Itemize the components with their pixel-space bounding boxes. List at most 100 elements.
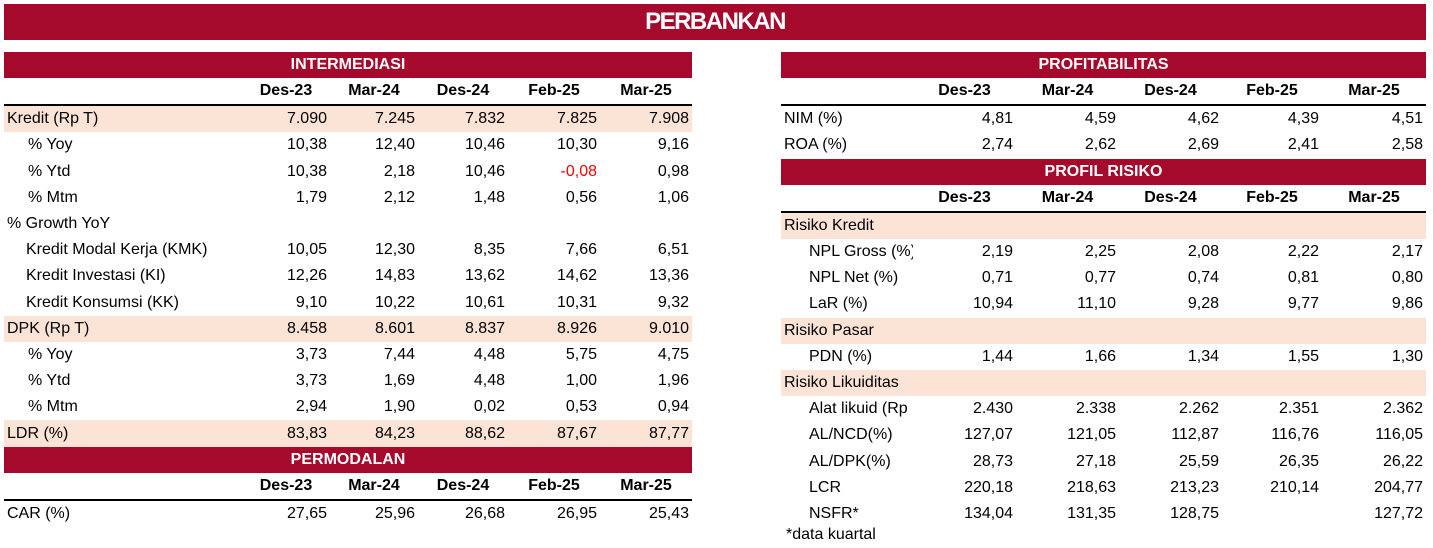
table-row-kredit: Kredit (Rp T) 7.090 7.245 7.832 7.825 7.… bbox=[4, 105, 693, 133]
cell: 1,69 bbox=[383, 372, 415, 390]
cell: 26,95 bbox=[556, 504, 597, 522]
table-row: Kredit Investasi (KI) 12,26 14,83 13,62 … bbox=[4, 263, 692, 289]
cell: 2,18 bbox=[383, 162, 415, 180]
cell: 1,66 bbox=[1084, 347, 1116, 365]
cell: 0,98 bbox=[657, 162, 690, 180]
cell: 112,87 bbox=[1171, 426, 1219, 444]
table-row: PDN (%) 1,44 1,66 1,34 1,55 1,30 bbox=[781, 344, 1426, 370]
cell: 2,12 bbox=[383, 188, 415, 206]
column-header: Des-23 bbox=[242, 78, 330, 107]
row-label: % Mtm bbox=[28, 188, 78, 206]
profitabilitas-table: PROFITABILITAS Des-23 Mar-24 Des-24 Feb-… bbox=[781, 52, 1427, 527]
page-banner: PERBANKAN bbox=[4, 4, 1426, 40]
table-row: % Ytd 10,38 2,18 10,46 -0,08 0,98 bbox=[4, 159, 692, 185]
cell: 1,48 bbox=[473, 188, 505, 206]
cell: 12,30 bbox=[374, 241, 415, 259]
cell: 3,73 bbox=[295, 345, 327, 363]
column-header: Mar-24 bbox=[330, 78, 418, 107]
cell: 25,59 bbox=[1178, 452, 1219, 470]
row-label: AL/DPK(%) bbox=[809, 452, 891, 470]
row-label: LaR (%) bbox=[809, 295, 868, 313]
cell: 4,48 bbox=[473, 345, 505, 363]
column-header: Des-24 bbox=[418, 472, 508, 501]
cell: 4,59 bbox=[1084, 110, 1116, 128]
cell: 2.262 bbox=[1178, 400, 1219, 418]
row-label: LDR (%) bbox=[4, 420, 242, 447]
row-label: % Ytd bbox=[28, 372, 71, 390]
cell: 26,35 bbox=[1278, 452, 1319, 470]
cell: 9,32 bbox=[657, 293, 690, 311]
cell: 7,44 bbox=[383, 345, 415, 363]
cell: 10,38 bbox=[286, 162, 327, 180]
cell: 116,76 bbox=[1271, 426, 1319, 444]
cell: 213,23 bbox=[1170, 478, 1219, 496]
table-row-dpk: DPK (Rp T) 8.458 8.601 8.837 8.926 9.010 bbox=[4, 315, 693, 342]
cell: 1,34 bbox=[1187, 347, 1219, 365]
cell: 10,30 bbox=[556, 136, 597, 154]
cell: 88,62 bbox=[418, 420, 508, 447]
cell: 1,96 bbox=[657, 372, 690, 390]
cell: 0,81 bbox=[1287, 269, 1319, 287]
cell: 0,77 bbox=[1084, 269, 1116, 287]
cell: 2.351 bbox=[1278, 400, 1319, 418]
cell: 27,18 bbox=[1075, 452, 1116, 470]
table-row: % Ytd 3,73 1,69 4,48 1,00 1,96 bbox=[4, 368, 692, 394]
cell: 5,75 bbox=[565, 345, 597, 363]
cell: 2.430 bbox=[972, 400, 1013, 418]
row-label: % Yoy bbox=[28, 345, 73, 363]
cell: 25,43 bbox=[648, 504, 690, 522]
column-header: Feb-25 bbox=[1222, 78, 1322, 107]
cell: 0,56 bbox=[565, 188, 597, 206]
table-row: LCR 220,18 218,63 213,23 210,14 204,77 bbox=[781, 475, 1426, 501]
cell: 7.825 bbox=[508, 105, 600, 133]
cell: 2,25 bbox=[1084, 243, 1116, 261]
table-row-group-risiko-pasar: Risiko Pasar bbox=[781, 317, 1427, 344]
intermediasi-column-headers: Des-23 Mar-24 Des-24 Feb-25 Mar-25 bbox=[4, 78, 693, 107]
table-row-nim: NIM (%) 4,81 4,59 4,62 4,39 4,51 bbox=[781, 105, 1426, 132]
cell: 9,16 bbox=[657, 136, 690, 154]
cell: 2,41 bbox=[1287, 136, 1319, 154]
group-label: Risiko Pasar bbox=[781, 317, 1427, 344]
table-row: % Yoy 3,73 7,44 4,48 5,75 4,75 bbox=[4, 342, 692, 368]
column-header: Mar-25 bbox=[1322, 78, 1427, 107]
column-header: Mar-24 bbox=[1016, 78, 1119, 107]
cell: 11,10 bbox=[1077, 295, 1116, 313]
table-row: % Mtm 2,94 1,90 0,02 0,53 0,94 bbox=[4, 394, 692, 420]
table-row-group-risiko-likuiditas: Risiko Likuiditas bbox=[781, 369, 1427, 397]
column-header: Mar-25 bbox=[1322, 184, 1427, 213]
cell: 0,74 bbox=[1187, 269, 1219, 287]
cell: 0,53 bbox=[565, 398, 597, 416]
cell: 10,61 bbox=[464, 293, 505, 311]
cell: 9,10 bbox=[295, 293, 327, 311]
row-label: % Ytd bbox=[28, 162, 71, 180]
cell: 2,94 bbox=[295, 398, 327, 416]
row-label: % Yoy bbox=[28, 136, 73, 154]
cell: 3,73 bbox=[295, 372, 327, 390]
permodalan-header-row: PERMODALAN bbox=[4, 446, 693, 473]
cell: 10,31 bbox=[556, 293, 597, 311]
cell: 84,23 bbox=[330, 420, 418, 447]
group-label: Risiko Likuiditas bbox=[781, 369, 1427, 397]
cell bbox=[1222, 501, 1322, 527]
cell: 8.926 bbox=[508, 315, 600, 342]
profitabilitas-title: PROFITABILITAS bbox=[781, 52, 1427, 78]
cell: 0,80 bbox=[1391, 269, 1424, 287]
cell: 14,83 bbox=[374, 267, 415, 285]
cell: 121,05 bbox=[1067, 426, 1116, 444]
cell: 0,71 bbox=[981, 269, 1013, 287]
row-label: PDN (%) bbox=[809, 347, 873, 365]
cell: 131,35 bbox=[1067, 504, 1116, 522]
profil-risiko-column-headers: Des-23 Mar-24 Des-24 Feb-25 Mar-25 bbox=[781, 184, 1427, 213]
row-label: ROA (%) bbox=[784, 136, 848, 154]
cell: 9.010 bbox=[600, 315, 693, 342]
profil-risiko-header-row: PROFIL RISIKO bbox=[781, 158, 1427, 185]
footnote: *data kuartal bbox=[786, 526, 876, 543]
cell: 10,46 bbox=[464, 162, 505, 180]
cell: 7.245 bbox=[330, 105, 418, 133]
row-label: NIM (%) bbox=[784, 110, 843, 128]
intermediasi-table: INTERMEDIASI Des-23 Mar-24 Des-24 Feb-25… bbox=[4, 52, 693, 527]
cell: 204,77 bbox=[1374, 478, 1424, 496]
row-label: Kredit (Rp T) bbox=[4, 105, 242, 133]
table-row: NSFR* 134,04 131,35 128,75 127,72 bbox=[781, 501, 1426, 527]
row-label: DPK (Rp T) bbox=[4, 315, 242, 342]
